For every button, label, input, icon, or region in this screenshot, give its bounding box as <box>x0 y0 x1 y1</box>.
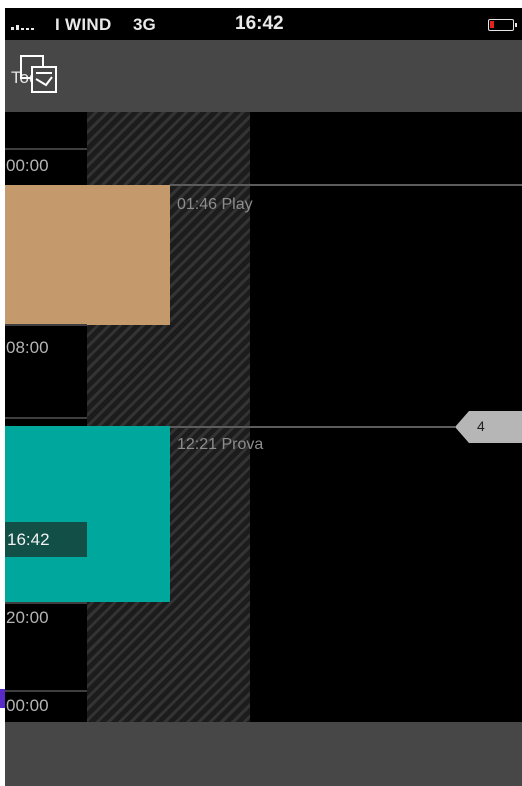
phone-screen: I WIND 3G 16:42 Today 00:00 01:46 Play 0… <box>5 8 522 786</box>
event-count-value: 4 <box>477 418 485 434</box>
bottom-toolbar <box>5 722 522 786</box>
event-count-tag[interactable]: 4 <box>455 411 522 443</box>
top-toolbar: Today <box>5 40 522 112</box>
hour-line <box>5 148 87 150</box>
edge-marker <box>0 689 5 708</box>
hour-label-00: 00:00 <box>6 156 49 175</box>
current-time-indicator: 16:42 <box>5 522 87 557</box>
status-bar: I WIND 3G 16:42 <box>5 8 522 40</box>
event-label-play: 01:46 Play <box>177 196 253 213</box>
event-label-prova: 12:21 Prova <box>177 436 264 453</box>
hour-line <box>5 417 87 419</box>
hour-label-00-next: 00:00 <box>6 696 49 715</box>
event-line-prova <box>170 426 455 428</box>
carrier-name: I WIND <box>55 15 112 34</box>
event-block-play[interactable] <box>5 185 170 325</box>
day-timeline[interactable]: 00:00 01:46 Play 08:00 12:21 Prova 4 16:… <box>5 112 522 722</box>
network-type: 3G <box>133 15 156 34</box>
signal-strength-icon <box>11 22 51 30</box>
hour-label-08: 08:00 <box>6 338 49 357</box>
hour-label-20: 20:00 <box>6 608 49 627</box>
event-line-play <box>170 184 522 186</box>
event-block-prova[interactable] <box>5 426 170 602</box>
battery-icon <box>488 19 517 31</box>
hour-line <box>5 690 87 692</box>
status-time: 16:42 <box>235 13 284 34</box>
broken-image-icon <box>20 55 57 93</box>
hour-line <box>5 324 87 326</box>
hour-line <box>5 602 87 604</box>
